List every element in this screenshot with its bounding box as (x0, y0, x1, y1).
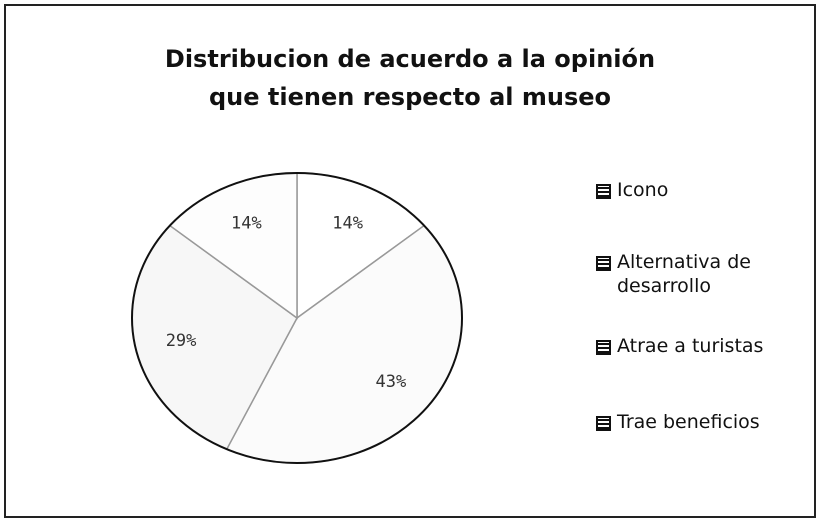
legend-swatch (596, 340, 611, 355)
legend-swatch (596, 256, 611, 271)
legend-item: Icono (596, 178, 796, 202)
data-label: 14% (332, 214, 363, 234)
legend-item: Alternativa de desarrollo (596, 250, 796, 298)
legend-item: Atrae a turistas (596, 334, 796, 358)
legend-label: Trae beneficios (617, 411, 760, 433)
legend-swatch (596, 184, 611, 199)
data-label: 29% (166, 331, 197, 351)
data-label: 14% (231, 214, 262, 234)
legend-label: Alternativa de desarrollo (617, 251, 751, 297)
legend-label: Atrae a turistas (617, 335, 764, 357)
pie-outline (131, 172, 463, 464)
chart-title: Distribucion de acuerdo a la opinión que… (164, 45, 656, 111)
data-label: 43% (376, 372, 407, 392)
legend-swatch (596, 416, 611, 431)
legend-label: Icono (617, 179, 669, 201)
frame (4, 4, 816, 518)
legend-item: Trae beneficios (596, 410, 796, 434)
